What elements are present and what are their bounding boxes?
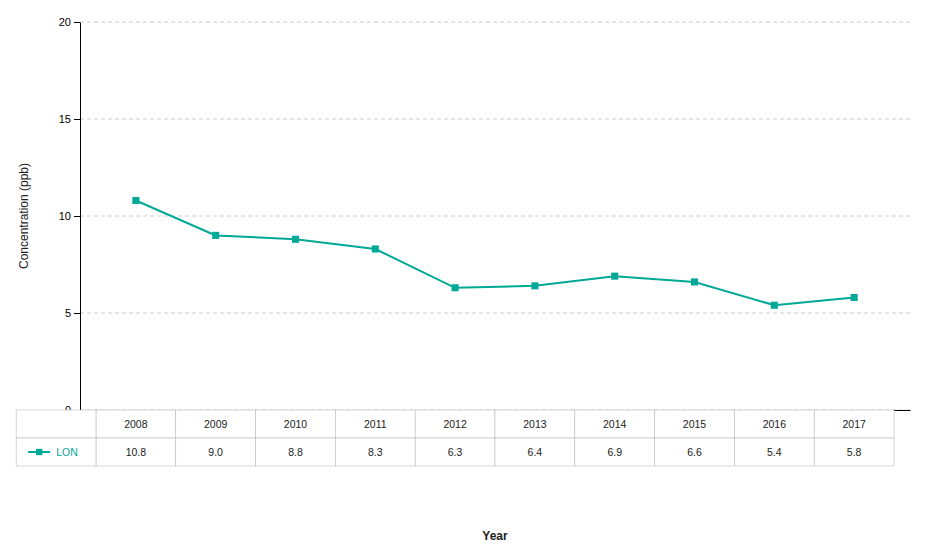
table-cell (814, 410, 894, 438)
table-value: 9.0 (208, 446, 223, 458)
grid-line (80, 22, 910, 23)
plot-area: 05101520200810.820099.020108.820118.3201… (16, 16, 910, 466)
y-tick-label: 5 (65, 307, 71, 319)
table-cell (16, 438, 96, 466)
y-axis-title: Concentration (ppb) (17, 163, 31, 269)
y-tick-mark (74, 216, 80, 217)
x-axis-title: Year (482, 529, 508, 543)
grid-line (80, 216, 910, 217)
y-tick-mark (74, 119, 80, 120)
series-marker (292, 236, 299, 243)
table-cell (495, 438, 575, 466)
table-year: 2010 (284, 418, 308, 430)
table-cell (176, 410, 256, 438)
y-tick-label: 20 (59, 16, 71, 28)
y-tick-mark (74, 313, 80, 314)
table-cell (575, 438, 655, 466)
table-cell (415, 410, 495, 438)
legend-label: LON (56, 446, 78, 458)
table-value: 6.6 (687, 446, 702, 458)
table-year: 2009 (204, 418, 228, 430)
table-cell (734, 438, 814, 466)
table-value: 8.3 (368, 446, 383, 458)
table-value: 6.3 (448, 446, 463, 458)
series-marker (372, 245, 379, 252)
table-value: 10.8 (126, 446, 147, 458)
series-marker (611, 273, 618, 280)
grid (80, 22, 910, 410)
table-value: 6.9 (607, 446, 622, 458)
table-cell (256, 410, 336, 438)
table-year: 2011 (364, 418, 387, 430)
series-marker (132, 197, 139, 204)
series-marker (452, 284, 459, 291)
data-table: 2008 10.8 2009 9.0 2010 8.8 2011 8.3 2012 6.3 2013… (16, 410, 894, 466)
table-cell (655, 410, 735, 438)
table-cell (96, 410, 176, 438)
y-axis: 05101520 (59, 16, 81, 416)
grid-line (80, 119, 910, 120)
y-tick-label: 10 (59, 210, 71, 222)
grid-line (80, 313, 910, 314)
table-year: 2015 (683, 418, 707, 430)
table-cell (575, 410, 655, 438)
y-tick: 10 (59, 210, 80, 222)
table-value: 8.8 (288, 446, 303, 458)
table-cell (256, 438, 336, 466)
series-marker (212, 232, 219, 239)
y-tick-label: 15 (59, 113, 71, 125)
y-tick: 15 (59, 113, 80, 125)
table-year: 2012 (443, 418, 467, 430)
legend-swatch (36, 449, 42, 455)
chart: 05101520200810.820099.020108.820118.3201… (0, 0, 930, 558)
table-cell (655, 438, 735, 466)
series-marker (691, 278, 698, 285)
table-cell (495, 410, 575, 438)
table-value: 5.4 (767, 446, 782, 458)
table-cell (335, 410, 415, 438)
table-year: 2013 (523, 418, 547, 430)
series-line (136, 200, 854, 305)
table-cell (734, 410, 814, 438)
table-year: 2016 (763, 418, 787, 430)
y-tick: 20 (59, 16, 80, 28)
table-year: 2017 (842, 418, 866, 430)
data-marks (132, 197, 857, 309)
table-cell (415, 438, 495, 466)
table-value: 6.4 (528, 446, 543, 458)
table-cell (96, 438, 176, 466)
series-marker (851, 294, 858, 301)
series-marker (771, 302, 778, 309)
y-axis-line (80, 23, 81, 411)
series-marker (531, 282, 538, 289)
table-cell (814, 438, 894, 466)
table-year: 2014 (603, 418, 627, 430)
y-tick-mark (74, 22, 80, 23)
table-cell (335, 438, 415, 466)
table-value: 5.8 (847, 446, 862, 458)
table-cell (176, 438, 256, 466)
table-year: 2008 (124, 418, 148, 430)
table-cell (16, 410, 96, 438)
y-tick: 5 (65, 307, 80, 319)
